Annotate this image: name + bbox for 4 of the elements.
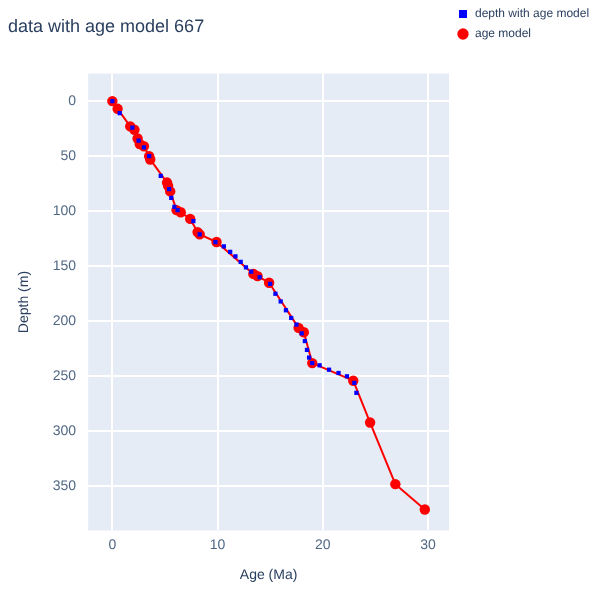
point: [390, 478, 401, 490]
chart-title: data with age model 667: [8, 15, 205, 36]
point: [364, 417, 376, 428]
point: [419, 504, 430, 515]
